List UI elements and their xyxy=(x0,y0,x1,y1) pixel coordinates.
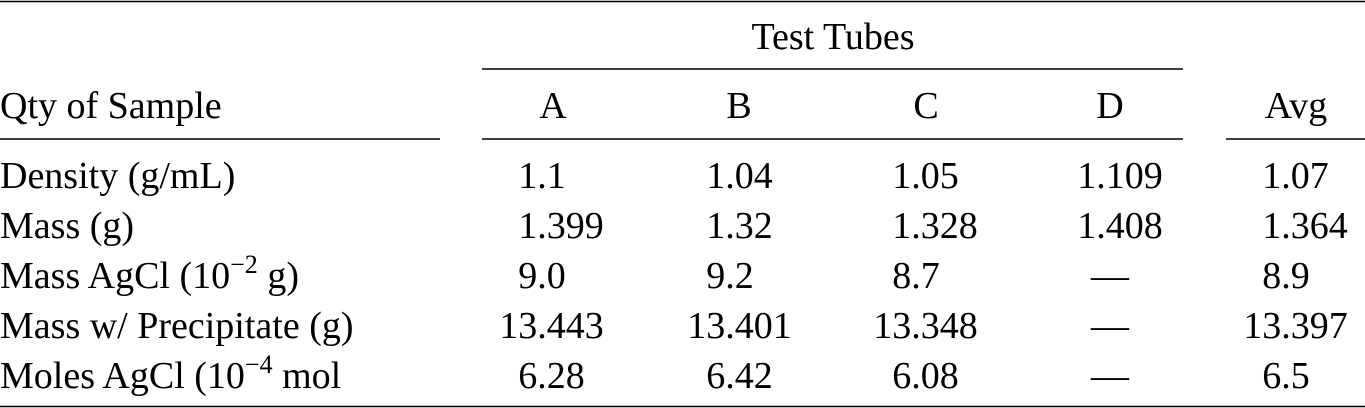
superscript: −2 xyxy=(230,250,258,279)
cell: — xyxy=(1090,355,1130,397)
cell: 6.28 xyxy=(518,355,585,397)
cell: 1.328 xyxy=(892,205,978,247)
row-label: Moles AgCl (10−4 mol xyxy=(0,350,341,397)
cell: 8.7 xyxy=(892,255,940,297)
superscript: −4 xyxy=(245,350,273,379)
column-header: B xyxy=(726,85,751,127)
cell: — xyxy=(1090,255,1130,297)
column-header: Avg xyxy=(1265,85,1328,127)
cell: 8.9 xyxy=(1262,255,1310,297)
row-label: Mass (g) xyxy=(0,205,134,247)
cell: 1.364 xyxy=(1262,205,1348,247)
label-text: g) xyxy=(258,255,299,297)
cell: 13.443 xyxy=(499,305,604,347)
cell: 1.1 xyxy=(518,155,566,197)
label-text: Moles AgCl (10 xyxy=(0,355,245,397)
cell: 1.07 xyxy=(1262,155,1329,197)
cell: 1.399 xyxy=(518,205,604,247)
cell: 13.397 xyxy=(1243,305,1348,347)
cell: 13.348 xyxy=(873,305,978,347)
row-label: Mass AgCl (10−2 g) xyxy=(0,250,299,297)
row-header: Qty of Sample xyxy=(0,85,222,127)
row-label: Density (g/mL) xyxy=(0,155,235,197)
label-text: Mass AgCl (10 xyxy=(0,255,230,297)
cell: 1.408 xyxy=(1077,205,1163,247)
cell: 1.109 xyxy=(1077,155,1163,197)
cell: — xyxy=(1090,305,1130,347)
label-text: mol xyxy=(273,355,342,397)
cell: 1.32 xyxy=(706,205,773,247)
column-header: A xyxy=(539,85,567,127)
column-header: C xyxy=(913,85,938,127)
row-label: Mass w/ Precipitate (g) xyxy=(0,305,354,347)
cell: 9.2 xyxy=(706,255,754,297)
cell: 6.08 xyxy=(892,355,959,397)
column-header: D xyxy=(1096,85,1123,127)
cell: 6.42 xyxy=(706,355,773,397)
group-header: Test Tubes xyxy=(751,16,914,58)
cell: 1.05 xyxy=(892,155,959,197)
cell: 6.5 xyxy=(1262,355,1310,397)
cell: 13.401 xyxy=(687,305,792,347)
cell: 1.04 xyxy=(706,155,773,197)
cell: 9.0 xyxy=(518,255,566,297)
